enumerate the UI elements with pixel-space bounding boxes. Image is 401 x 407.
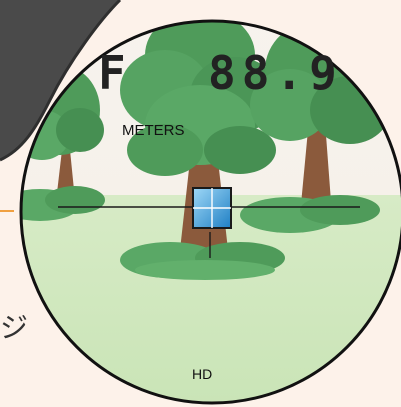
mode-letter: F (98, 46, 128, 100)
hd-label: HD (192, 366, 213, 382)
device-housing-edge (0, 0, 122, 162)
distance-readout: 88.9 (208, 46, 343, 100)
unit-label: METERS (122, 122, 185, 139)
crosshair-reticle (58, 206, 360, 258)
side-text-glyph: ジ (0, 311, 29, 344)
bushes (21, 186, 380, 280)
lens-rim (19, 19, 401, 405)
target-box (192, 187, 232, 229)
tree-center (120, 21, 280, 250)
